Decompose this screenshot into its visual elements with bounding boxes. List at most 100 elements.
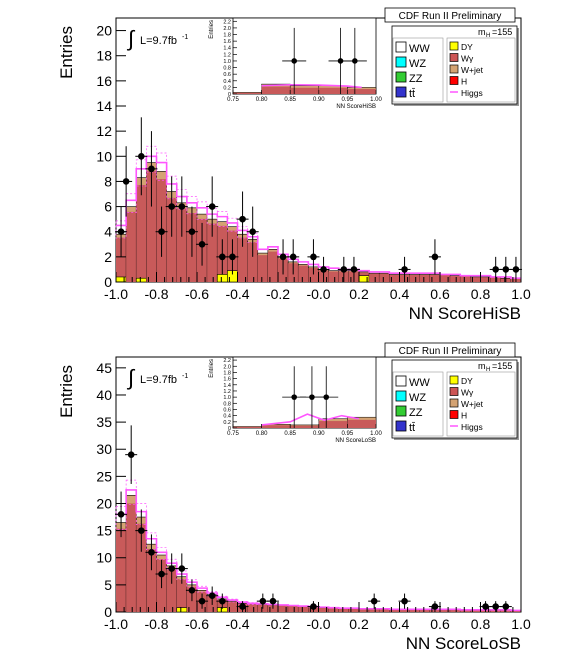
- stack-bar-wgamma: [176, 208, 187, 282]
- legend-label-dy: DY: [461, 376, 473, 386]
- inset-y-tick-label: 1.6: [223, 377, 231, 383]
- stack-bar-wgamma: [166, 569, 177, 612]
- stack-bar-wgamma: [470, 277, 481, 282]
- legend-label-zz: ZZ: [409, 407, 423, 419]
- x-axis-title: NN ScoreHiSB: [409, 304, 521, 323]
- stack-bar-wgamma: [389, 274, 400, 282]
- inset-y-tick-label: 0.4: [223, 414, 231, 420]
- data-point: [168, 203, 175, 210]
- legend-label-wjet: W+jet: [461, 65, 484, 75]
- legend-label-wz: WZ: [409, 58, 426, 70]
- stack-bar-wgamma: [116, 237, 127, 282]
- y-tick-label: 20: [96, 23, 112, 39]
- inset-x-tick-label: 0.85: [284, 97, 296, 103]
- data-point: [340, 266, 348, 273]
- data-point: [198, 240, 206, 248]
- legend-swatch-h: [449, 76, 459, 85]
- stack-bar-wgamma: [440, 609, 451, 612]
- data-point: [138, 527, 145, 534]
- x-tick-label: -0.6: [185, 286, 209, 302]
- legend-swatch-zz: [395, 405, 407, 417]
- inset-bar-wgamma: [233, 426, 262, 428]
- header-text: CDF Run II Preliminary: [399, 346, 502, 357]
- legend-label-higgs: Higgs: [461, 88, 483, 98]
- inset-y-tick-label: 0.6: [223, 72, 231, 78]
- data-point: [122, 178, 130, 185]
- mass-value: =155: [492, 361, 512, 371]
- stack-bar-wgamma: [298, 265, 309, 282]
- data-point: [219, 597, 226, 605]
- inset-x-tick-label: 0.85: [284, 431, 296, 437]
- inset-bar-wgamma: [261, 86, 291, 94]
- inset-y-tick-label: 2.2: [223, 19, 231, 25]
- mass-value: =155: [492, 27, 512, 37]
- legend-label-h: H: [461, 411, 467, 421]
- x-tick-label: 0.2: [349, 616, 369, 632]
- legend-label-zz: ZZ: [409, 73, 423, 85]
- inset-bar-wgamma: [233, 92, 262, 94]
- data-point: [401, 597, 408, 605]
- inset-y-tick-label: 1.2: [223, 389, 231, 395]
- data-point: [239, 215, 246, 223]
- legend-label-ww: WW: [409, 377, 430, 389]
- legend-swatch-ww: [395, 375, 407, 387]
- x-tick-label: -1.0: [104, 286, 128, 302]
- y-tick-label: 16: [96, 73, 112, 89]
- data-point: [279, 253, 287, 261]
- luminosity-label: L=9.7fb: [140, 35, 177, 47]
- x-axis-title: NN ScoreLoSB: [406, 634, 521, 653]
- y-tick-label: 45: [96, 360, 112, 376]
- stack-bar-wgamma: [146, 548, 157, 612]
- stack-bar-wgamma: [126, 503, 137, 612]
- legend-swatch-wgamma: [449, 53, 459, 62]
- stack-bar-wgamma: [450, 276, 461, 282]
- panel-hisb: -1.0 -0.8 -0.6 -0.4 -0.2 -0.0 0.2 0.4 0.6 0.8 1.00…: [57, 7, 531, 323]
- legend-swatch-zz: [395, 71, 407, 83]
- inset-y-tick-label: 0.2: [223, 420, 231, 426]
- data-point: [168, 565, 175, 572]
- legend-label-wjet: W+jet: [461, 399, 484, 409]
- data-point: [138, 152, 145, 160]
- mass-label: m: [478, 361, 486, 371]
- legend-swatch-wz: [395, 56, 407, 68]
- y-tick-label: 25: [96, 468, 112, 484]
- stack-bar-wgamma: [207, 223, 218, 282]
- stack-bar-wgamma: [166, 197, 177, 282]
- inset-data-point: [323, 394, 330, 400]
- legend-swatch-h: [449, 410, 459, 419]
- inset-x-axis-title: NN ScoreLoSB: [335, 438, 376, 444]
- data-point: [239, 603, 246, 610]
- y-tick-label: 0: [104, 274, 112, 290]
- x-tick-label: -0.2: [266, 616, 290, 632]
- legend-label-ttbar: tt̄: [409, 422, 415, 434]
- x-tick-label: 1.0: [511, 616, 531, 632]
- stack-bar-wgamma: [288, 605, 299, 612]
- stack-bar-wgamma: [480, 277, 491, 282]
- data-point: [431, 603, 439, 610]
- stack-bar-wgamma: [429, 274, 440, 282]
- data-point: [198, 597, 206, 605]
- stack-bar-wgamma: [379, 273, 390, 282]
- inset-y-tick-label: 1.0: [223, 59, 231, 65]
- y-tick-label: 35: [96, 414, 112, 430]
- stack-bar-wgamma: [348, 608, 359, 612]
- data-point: [289, 253, 297, 261]
- inset-x-tick-label: 0.80: [256, 431, 268, 437]
- data-point: [502, 603, 510, 610]
- inset-y-tick-label: 0.4: [223, 79, 231, 85]
- legend-label-wgamma: Wγ: [461, 54, 474, 64]
- legend-swatch-dy: [449, 375, 459, 385]
- inset-x-tick-label: 0.95: [342, 431, 354, 437]
- stack-bar-wgamma: [257, 255, 268, 282]
- stack-bar-wgamma: [318, 607, 329, 612]
- data-point: [370, 597, 378, 605]
- inset-y-tick-label: 1.2: [223, 52, 231, 58]
- inset-data-point: [291, 394, 298, 400]
- stack-bar-wgamma: [136, 523, 147, 612]
- inset-bar-wgamma: [290, 425, 319, 428]
- x-tick-label: -0.0: [306, 286, 330, 302]
- y-tick-label: 5: [104, 577, 112, 593]
- inset-x-tick-label: 0.80: [256, 97, 268, 103]
- data-point: [178, 565, 186, 572]
- stack-bar-wgamma: [116, 528, 127, 612]
